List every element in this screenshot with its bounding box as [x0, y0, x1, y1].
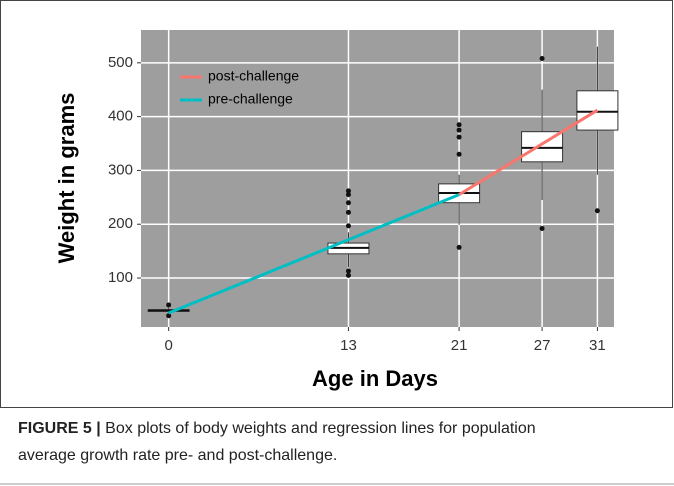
y-tick-label: 500	[108, 54, 133, 71]
y-tick-label: 400	[108, 108, 133, 125]
x-axis-title: Age in Days	[312, 366, 438, 391]
x-tick-label: 13	[340, 337, 357, 354]
outlier	[345, 192, 351, 198]
outlier	[456, 134, 462, 140]
legend-label: pre-challenge	[208, 91, 293, 107]
outlier	[345, 268, 351, 274]
outlier	[345, 200, 351, 206]
caption-line: FIGURE 5 | Box plots of body weights and…	[18, 420, 536, 437]
outlier	[456, 127, 462, 133]
caption-text: average growth rate pre- and post-challe…	[18, 447, 337, 464]
caption-label: FIGURE 5 |	[18, 420, 101, 437]
y-axis-title: Weight in grams	[54, 93, 79, 264]
caption-text: Box plots of body weights and regression…	[105, 420, 535, 437]
outlier	[539, 226, 545, 232]
outlier	[456, 122, 462, 128]
outlier	[166, 302, 172, 308]
x-tick-label: 21	[451, 337, 468, 354]
x-tick-label: 31	[589, 337, 606, 354]
outlier	[456, 244, 462, 250]
x-tick-label: 0	[164, 337, 172, 354]
regression-line	[168, 193, 460, 315]
regression-line	[458, 108, 599, 196]
outlier	[345, 209, 351, 215]
outlier	[345, 272, 351, 278]
outlier	[345, 223, 351, 229]
outlier	[345, 188, 351, 194]
outlier	[594, 208, 600, 214]
x-tick-label: 27	[534, 337, 551, 354]
legend-label: post-challenge	[208, 68, 299, 84]
y-tick-label: 300	[108, 161, 133, 178]
y-tick-label: 100	[108, 269, 133, 286]
outlier	[166, 313, 172, 319]
figure-frame	[0, 0, 673, 408]
outlier	[456, 151, 462, 157]
y-tick-label: 200	[108, 215, 133, 232]
outlier	[539, 56, 545, 62]
